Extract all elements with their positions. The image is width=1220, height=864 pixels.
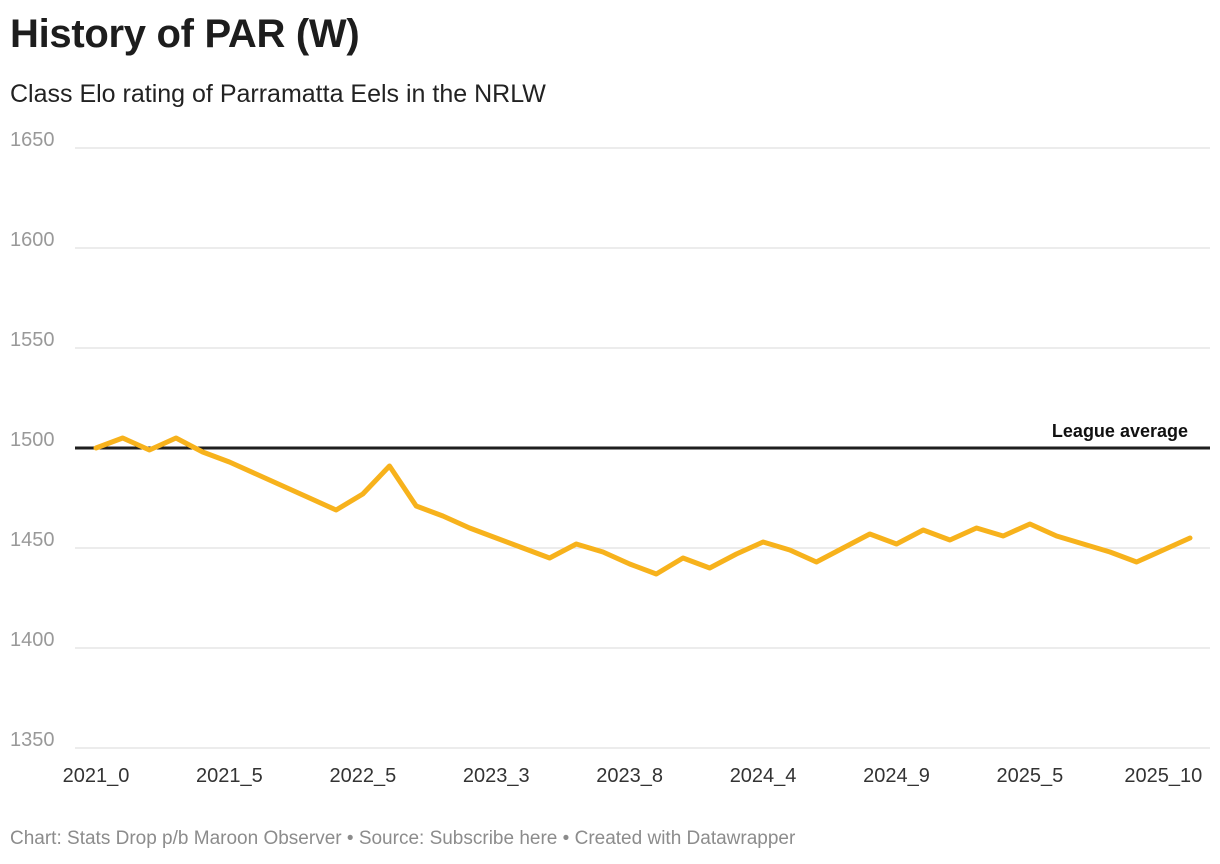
data-point[interactable] — [254, 472, 259, 477]
grid-lines — [75, 147, 1210, 749]
y-axis-ticks: 1350 1400 1450 1500 1550 1600 1650 — [10, 129, 55, 751]
data-point[interactable] — [600, 550, 605, 555]
data-point[interactable] — [227, 460, 232, 465]
x-tick-label: 2025_5 — [997, 765, 1064, 787]
y-tick-label: 1600 — [10, 229, 55, 251]
data-point[interactable] — [921, 528, 926, 533]
chart-subtitle: Class Elo rating of Parramatta Eels in t… — [10, 80, 546, 108]
data-point[interactable] — [1054, 534, 1059, 539]
footer-separator: • — [346, 828, 354, 849]
data-point[interactable] — [841, 546, 846, 551]
chart-credit: Chart: Stats Drop p/b Maroon Observer — [10, 828, 342, 849]
data-point[interactable] — [200, 450, 205, 455]
chart-footer: Chart: Stats Drop p/b Maroon Observer • … — [10, 828, 795, 850]
data-point[interactable] — [360, 492, 365, 497]
footer-separator: • — [562, 828, 570, 849]
y-tick-label: 1650 — [10, 129, 55, 151]
data-point[interactable] — [681, 556, 686, 561]
data-point[interactable] — [761, 540, 766, 545]
data-point[interactable] — [974, 526, 979, 531]
data-point[interactable] — [440, 514, 445, 519]
data-point[interactable] — [894, 542, 899, 547]
data-point[interactable] — [814, 560, 819, 565]
series-par-w — [93, 435, 1193, 577]
data-point[interactable] — [707, 566, 712, 571]
x-tick-label: 2022_5 — [329, 765, 396, 787]
data-point[interactable] — [147, 448, 152, 453]
data-point[interactable] — [654, 572, 659, 577]
data-point[interactable] — [547, 556, 552, 561]
league-average-reference: League average — [75, 421, 1210, 450]
x-tick-label: 2024_4 — [730, 765, 797, 787]
x-tick-label: 2024_9 — [863, 765, 930, 787]
data-point[interactable] — [1188, 536, 1193, 541]
data-point[interactable] — [467, 526, 472, 531]
series-line-par-w — [93, 435, 1193, 577]
x-tick-label: 2023_3 — [463, 765, 530, 787]
data-point[interactable] — [1107, 550, 1112, 555]
y-tick-label: 1450 — [10, 529, 55, 551]
x-tick-label: 2025_10 — [1124, 765, 1202, 787]
data-point[interactable] — [1161, 548, 1166, 553]
x-tick-label: 2021_0 — [63, 765, 130, 787]
data-point[interactable] — [174, 436, 179, 441]
data-point[interactable] — [494, 536, 499, 541]
data-point[interactable] — [734, 552, 739, 557]
source-link[interactable]: Source: Subscribe here — [358, 828, 558, 849]
y-tick-label: 1500 — [10, 429, 55, 451]
data-point[interactable] — [387, 464, 392, 469]
series-points — [94, 436, 1193, 577]
data-point[interactable] — [787, 548, 792, 553]
data-point[interactable] — [520, 546, 525, 551]
data-point[interactable] — [120, 436, 125, 441]
y-tick-label: 1550 — [10, 329, 55, 351]
data-point[interactable] — [307, 496, 312, 501]
data-point[interactable] — [1027, 522, 1032, 527]
data-point[interactable] — [334, 508, 339, 513]
data-point[interactable] — [1134, 560, 1139, 565]
x-tick-label: 2021_5 — [196, 765, 263, 787]
y-tick-label: 1350 — [10, 729, 55, 751]
data-point[interactable] — [947, 538, 952, 543]
y-tick-label: 1400 — [10, 629, 55, 651]
x-axis-ticks: 2021_0 2021_5 2022_5 2023_3 2023_8 2024_4 2024… — [63, 765, 1203, 787]
created-with-link[interactable]: Created with Datawrapper — [574, 828, 796, 849]
data-point[interactable] — [627, 562, 632, 567]
x-tick-label: 2023_8 — [596, 765, 663, 787]
data-point[interactable] — [94, 446, 99, 451]
data-point[interactable] — [280, 484, 285, 489]
data-point[interactable] — [414, 504, 419, 509]
data-point[interactable] — [1081, 542, 1086, 547]
data-point[interactable] — [867, 532, 872, 537]
data-point[interactable] — [1001, 534, 1006, 539]
chart-title: History of PAR (W) — [10, 12, 360, 56]
league-average-label: League average — [1052, 421, 1188, 441]
data-point[interactable] — [574, 542, 579, 547]
